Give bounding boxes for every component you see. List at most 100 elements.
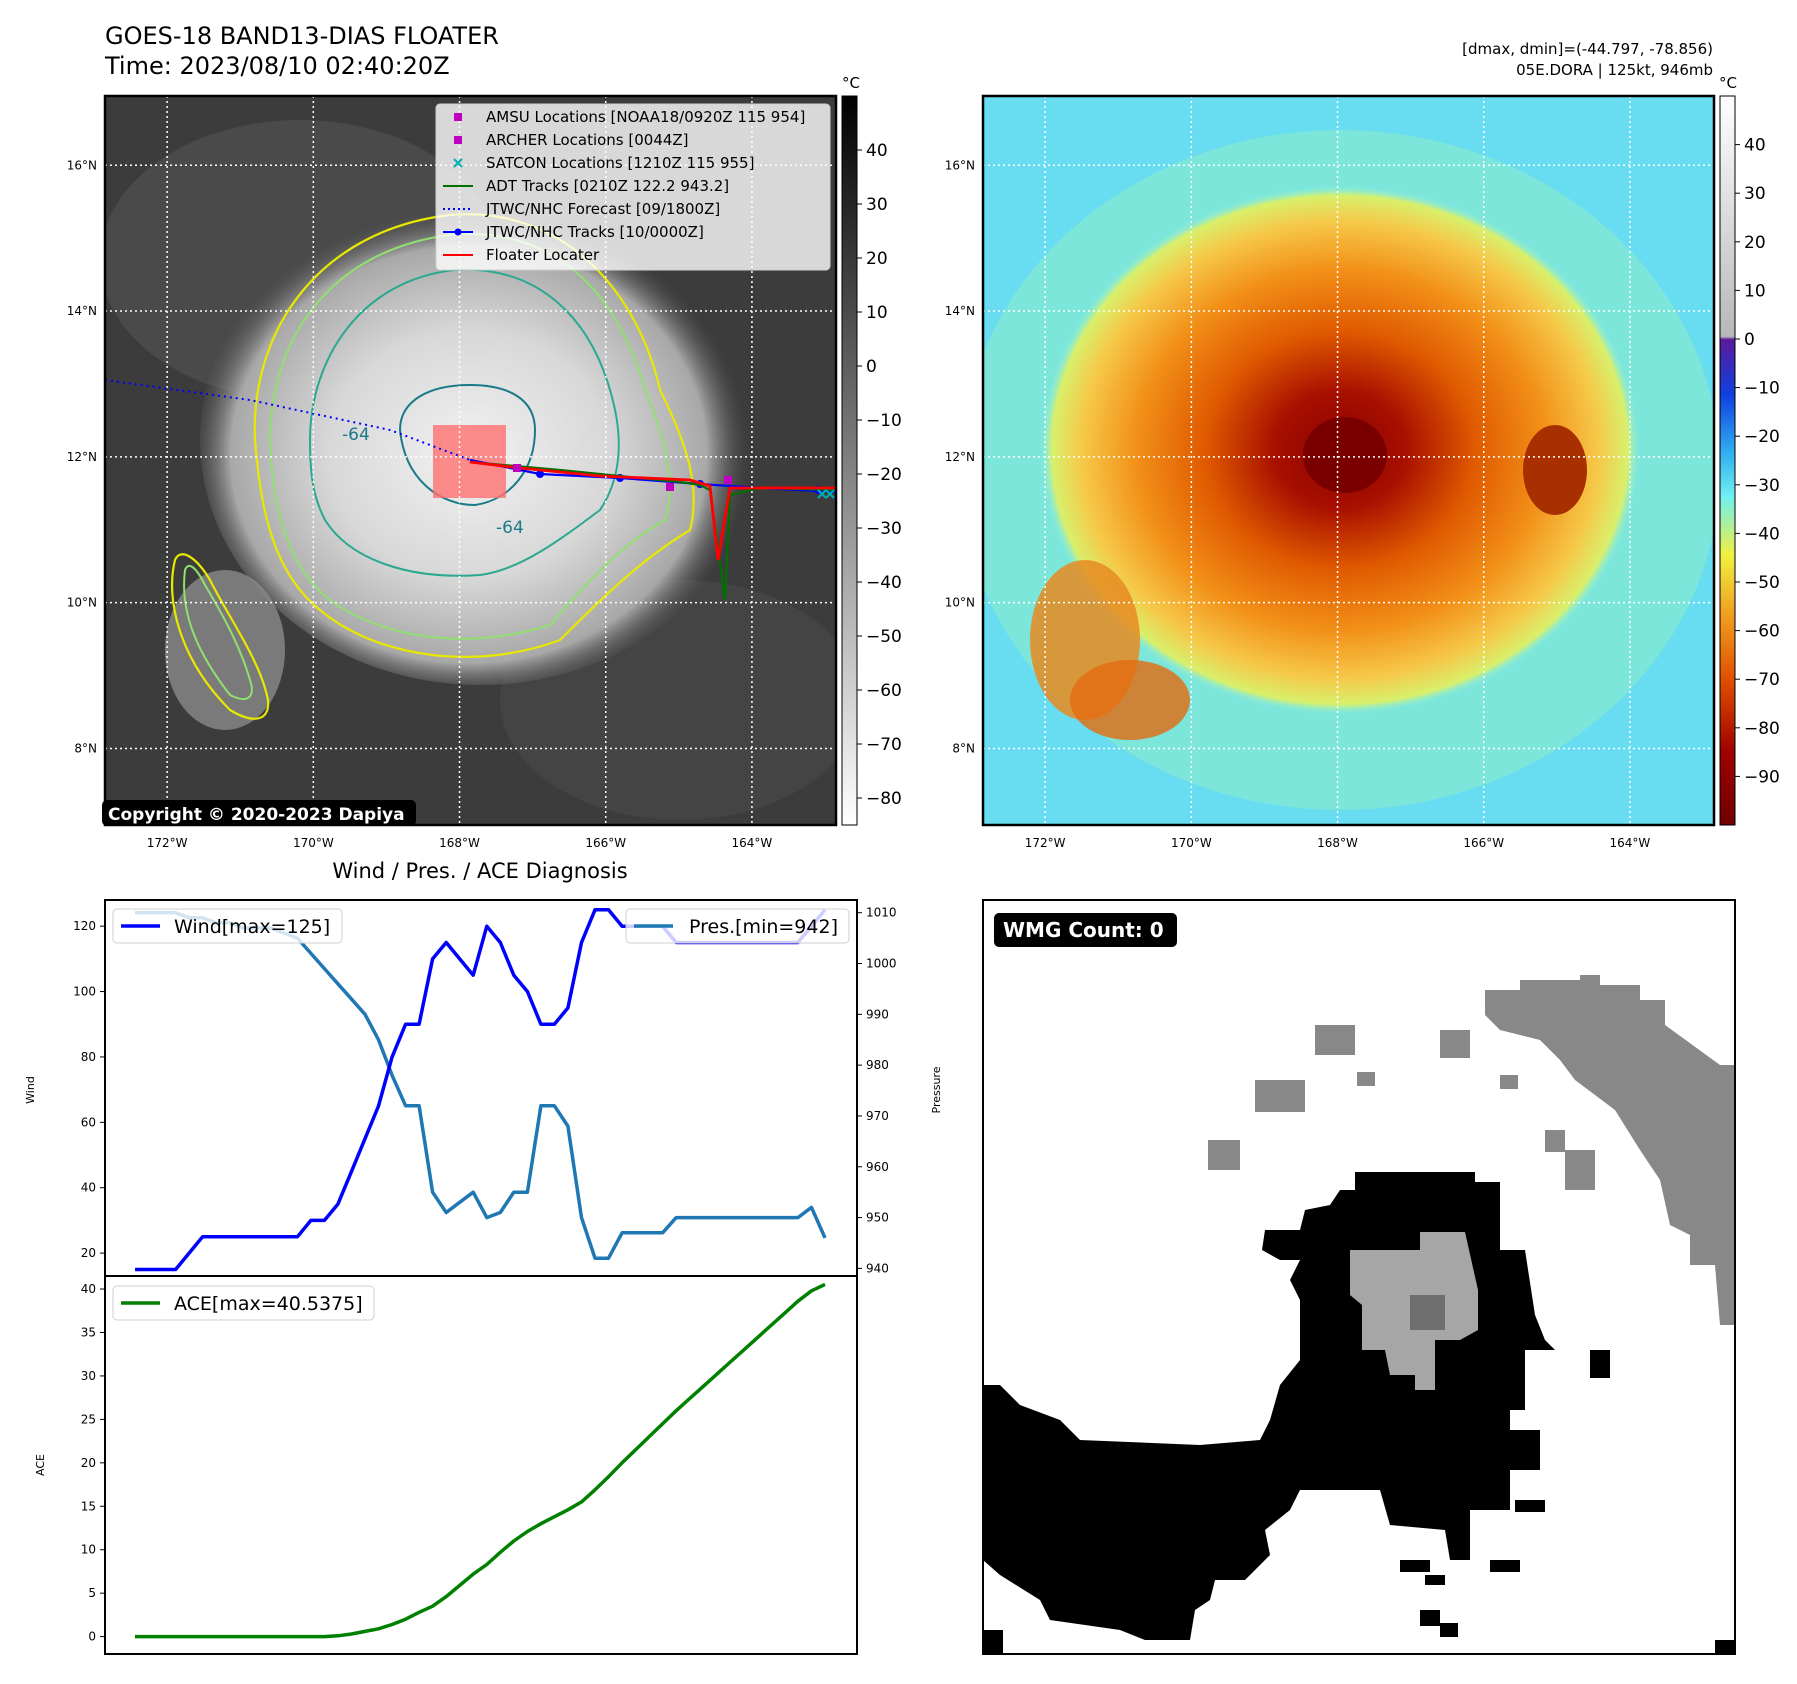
map-tick-labels: 172°W 170°W 168°W 166°W 164°W 8°N 10°N 12°N 14°N… [67,158,773,850]
wind-tick-label: 80 [81,1050,96,1064]
colorbar-tick-label: −60 [1744,622,1780,642]
pressure-tick-label: 950 [866,1211,889,1225]
colorbar-tick-label: −30 [866,519,902,539]
pressure-legend-label: Pres.[min=942] [689,916,838,938]
colorbar-tick-label: 30 [866,195,888,215]
contour-label: -64 [496,518,524,538]
ace-tick-label: 5 [88,1586,96,1600]
colorbar-tick-label: −50 [866,627,902,647]
pressure-tick-label: 990 [866,1007,889,1021]
color-map-lat-tick-label: 8°N [952,741,975,755]
ace-tick-label: 25 [81,1412,96,1426]
color-map-lat-tick-label: 10°N [945,596,975,610]
diagnosis-title: Wind / Pres. / ACE Diagnosis [332,859,627,883]
legend-label: SATCON Locations [1210Z 115 955] [486,154,754,172]
ace-tick-label: 15 [81,1499,96,1513]
ace-tick-label: 0 [88,1630,96,1644]
wmg-gray-region [1208,975,1735,1325]
gray-map-lon-tick-label: 166°W [585,836,626,850]
colorbar-tick-label: −90 [1744,767,1780,787]
wind-tick-label: 60 [81,1115,96,1129]
pressure-axis-label: Pressure [930,1066,943,1113]
color-map-lon-tick-label: 164°W [1610,836,1651,850]
copyright-label: Copyright © 2020-2023 Dapiya [108,805,405,825]
track-legend: AMSU Locations [NOAA18/0920Z 115 954] ARC… [435,103,831,271]
map-gridlines [983,96,1714,825]
colorbar-tick-label: 20 [1744,233,1766,253]
wind-axis-label: Wind [24,1076,37,1104]
floater-box [433,425,506,498]
gray-colorbar: °C 40 30 20 10 0 −10 −20 −30 −40 −50 −60 −70 −80 [841,74,902,826]
ace-tick-label: 10 [81,1543,96,1557]
wind-pressure-chart: Wind / Pres. / ACE Diagnosis 20 40 60 80 100… [24,859,943,1277]
gray-colorbar-unit: °C [842,74,860,92]
colorbar-tick-label: −20 [866,465,902,485]
pressure-tick-label: 980 [866,1058,889,1072]
gray-map-lon-tick-label: 168°W [439,836,480,850]
colorbar-tick-label: −10 [866,411,902,431]
pressure-tick-label: 1010 [866,906,897,920]
gray-map-lon-tick-label: 172°W [147,836,188,850]
color-colorbar: °C 40 30 20 10 0 −10 −20 −30 −40 −50 −60 −70 −80 −90 [1719,74,1780,826]
colorbar-tick-label: −80 [866,789,902,809]
gray-map-lat-tick-label: 8°N [74,741,97,755]
color-map-lon-tick-label: 168°W [1317,836,1358,850]
amsu-markers [513,464,732,491]
colorbar-tick-label: 20 [866,249,888,269]
colorbar-tick-label: −50 [1744,573,1780,593]
ace-line [135,1282,826,1639]
ace-chart: 0 5 10 15 20 25 30 35 40 ACE ACE[max=40.5375] [34,1275,858,1655]
legend-x-marker [453,158,463,168]
pressure-tick-label: 1000 [866,957,897,971]
ace-tick-label: 35 [81,1325,96,1339]
legend-label: JTWC/NHC Forecast [09/1800Z] [485,200,720,218]
gray-map-lon-tick-label: 164°W [732,836,773,850]
gray-map-lat-tick-label: 14°N [67,304,97,318]
colorbar-tick-label: 0 [1744,330,1755,350]
colorbar-tick-label: −20 [1744,427,1780,447]
wind-tick-label: 40 [81,1181,96,1195]
dmax-dmin-label: [dmax, dmin]=(-44.797, -78.856) [1462,40,1713,58]
colorbar-tick-label: −10 [1744,379,1780,399]
color-colorbar-unit: °C [1719,74,1737,92]
wmg-panel: WMG Count: 0 [982,899,1736,1655]
colorbar-tick-label: −60 [866,681,902,701]
ace-tick-label: 20 [81,1456,96,1470]
gray-map-lon-tick-label: 170°W [293,836,334,850]
wind-tick-label: 120 [73,919,96,933]
legend-dot [454,228,462,236]
ace-tick-label: 30 [81,1369,96,1383]
legend-label: ADT Tracks [0210Z 122.2 943.2] [486,177,729,195]
colorbar-tick-label: −80 [1744,719,1780,739]
legend-square-marker [454,136,462,144]
colorbar-tick-label: 0 [866,357,877,377]
color-map-lon-tick-label: 170°W [1171,836,1212,850]
color-map-lon-tick-label: 166°W [1463,836,1504,850]
legend-label: AMSU Locations [NOAA18/0920Z 115 954] [486,108,805,126]
ir-color-map: 172°W 170°W 168°W 166°W 164°W 8°N 10°N 12°N 14°N… [945,94,1716,850]
legend-label: Floater Locater [486,246,600,264]
pressure-tick-label: 960 [866,1160,889,1174]
contour-label: -64 [342,425,370,445]
color-map-lat-tick-label: 14°N [945,304,975,318]
figure-time: Time: 2023/08/10 02:40:20Z [104,52,450,80]
wmg-count-label: WMG Count: 0 [1003,918,1164,942]
figure-title: GOES-18 BAND13-DIAS FLOATER [105,22,499,50]
ace-legend-label: ACE[max=40.5375] [174,1293,363,1315]
colorbar-tick-label: 40 [1744,136,1766,156]
ace-tick-label: 40 [81,1282,96,1296]
colorbar-tick-label: −40 [1744,524,1780,544]
wind-legend-label: Wind[max=125] [174,916,330,938]
colorbar-tick-label: −40 [866,573,902,593]
pressure-tick-label: 970 [866,1109,889,1123]
legend-label: JTWC/NHC Tracks [10/0000Z] [485,223,704,241]
color-map-lat-tick-label: 16°N [945,158,975,172]
wmg-count-badge-bg [994,913,1177,947]
colorbar-tick-label: 10 [1744,281,1766,301]
colorbar-tick-label: −30 [1744,476,1780,496]
floater-track [469,460,836,561]
gray-map-lat-tick-label: 16°N [67,158,97,172]
gray-map-lat-tick-label: 10°N [67,596,97,610]
colorbar-tick-label: 10 [866,303,888,323]
